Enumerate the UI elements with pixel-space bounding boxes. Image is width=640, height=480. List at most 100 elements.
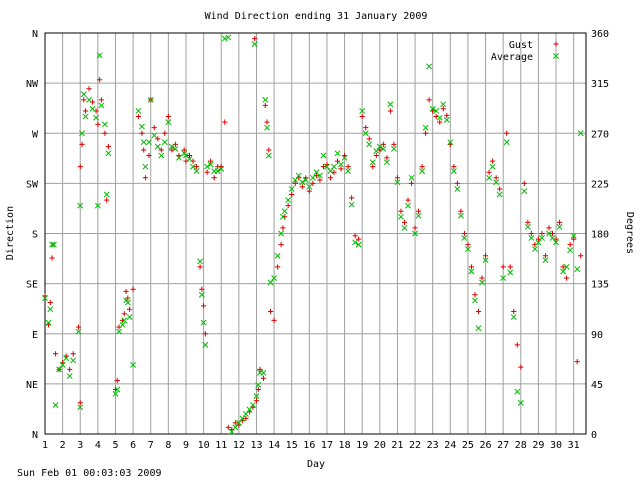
average-point — [116, 328, 122, 335]
average-point — [49, 241, 56, 248]
average-point — [218, 165, 225, 172]
gust-point — [299, 184, 305, 190]
gust-point — [204, 169, 210, 175]
gust-point — [130, 286, 136, 292]
y-axis-left-ticks: N NE E SE S SW W NW N — [26, 29, 39, 441]
y-tick-label-left: N — [32, 29, 38, 40]
gust-point — [121, 311, 127, 317]
gust-point — [465, 242, 471, 248]
average-point — [426, 63, 433, 70]
gust-point — [186, 152, 193, 159]
y-tick-label-left: SE — [26, 280, 38, 291]
average-point — [324, 163, 330, 170]
average-point — [450, 168, 457, 175]
gust-point — [571, 236, 577, 242]
gust-point — [486, 169, 492, 175]
gust-point — [225, 424, 231, 430]
average-point — [94, 202, 101, 209]
gust-point — [317, 177, 323, 183]
gust-point — [472, 292, 478, 298]
x-tick-label: 20 — [374, 440, 386, 451]
legend-label: Gust — [509, 40, 533, 51]
y-tick-label-left: N — [32, 430, 38, 441]
average-point — [103, 191, 110, 198]
average-point — [528, 235, 535, 241]
gust-point — [426, 97, 432, 103]
average-point — [45, 319, 52, 326]
gust-point — [546, 225, 552, 231]
gust-point — [514, 342, 520, 348]
average-point — [574, 266, 581, 273]
gust-point — [567, 242, 573, 248]
average-point — [265, 152, 272, 159]
gust-point — [141, 147, 147, 153]
average-point — [112, 390, 119, 397]
gust-point — [384, 155, 390, 161]
average-point — [457, 212, 464, 219]
average-point — [126, 314, 133, 320]
average-point — [327, 168, 334, 175]
average-point — [151, 132, 158, 139]
average-point — [542, 257, 549, 264]
average-point — [514, 388, 521, 395]
x-tick-label: 1 — [42, 440, 48, 451]
average-point — [500, 275, 507, 282]
average-point — [447, 139, 454, 146]
average-point — [486, 174, 493, 181]
x-tick-label: 25 — [462, 440, 474, 451]
average-point — [138, 123, 145, 130]
average-point — [461, 235, 468, 241]
gust-point — [454, 180, 460, 186]
gust-point — [97, 77, 103, 83]
y-tick-label-right: 315 — [591, 79, 609, 90]
average-point — [577, 130, 584, 137]
average-point — [47, 306, 54, 313]
average-point — [281, 208, 288, 215]
gust-point — [47, 299, 53, 306]
y-tick-label-left: NE — [26, 380, 38, 391]
gust-point — [306, 188, 312, 194]
average-point — [79, 130, 85, 137]
gust-point — [394, 175, 401, 181]
y-tick-label-left: W — [32, 129, 39, 140]
average-point — [278, 230, 285, 237]
average-point — [86, 96, 93, 103]
average-point — [341, 154, 348, 161]
gust-point — [70, 351, 76, 357]
gust-point — [564, 275, 570, 281]
x-tick-label: 15 — [286, 440, 298, 451]
gust-point — [497, 186, 503, 192]
gust-point — [412, 225, 418, 231]
average-point — [345, 168, 352, 175]
gust-point — [278, 242, 284, 248]
average-point — [239, 415, 246, 422]
x-tick-label: 14 — [268, 440, 280, 451]
x-tick-label: 10 — [198, 440, 210, 451]
gust-point — [511, 308, 517, 315]
average-point — [503, 139, 510, 146]
gust-point — [114, 377, 120, 384]
gust-point — [271, 317, 277, 323]
x-tick-label: 5 — [112, 440, 118, 451]
average-point — [454, 185, 461, 192]
average-point — [316, 172, 323, 179]
gust-point — [252, 35, 258, 42]
gust-point — [437, 119, 443, 125]
gust-point — [415, 208, 422, 214]
average-point — [507, 269, 514, 276]
data-points — [42, 34, 584, 435]
average-point — [510, 314, 517, 320]
gust-point — [578, 253, 584, 259]
average-point — [412, 230, 419, 237]
gust-point — [574, 358, 580, 365]
gust-point — [102, 130, 108, 136]
gust-point — [126, 306, 133, 312]
average-point — [175, 154, 182, 161]
average-point — [279, 213, 286, 220]
average-point — [264, 124, 270, 131]
average-point — [165, 119, 172, 126]
gust-point — [387, 108, 393, 114]
average-point — [383, 159, 390, 166]
average-point — [285, 197, 292, 204]
